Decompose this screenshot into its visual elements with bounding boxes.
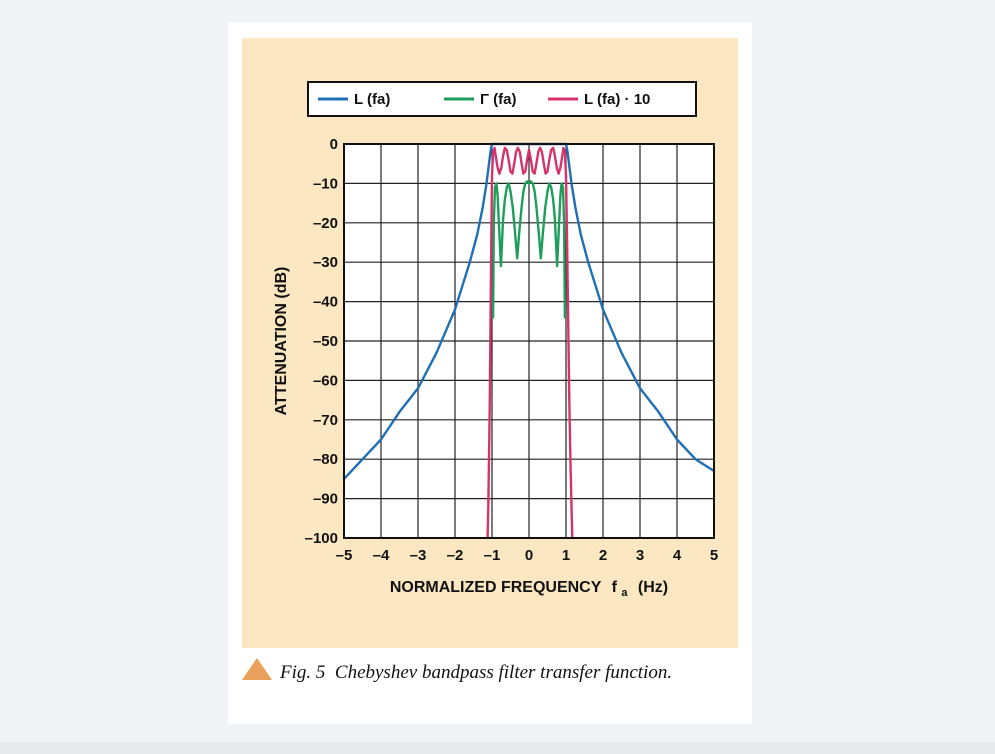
y-tick-labels: 0 –10 –20 –30 –40 –50 –60 –70 –80 –90 –100 <box>305 136 338 547</box>
legend-entry-label: Γ (fa) <box>480 91 517 108</box>
footer-bar <box>0 742 995 754</box>
x-tick-label: 1 <box>562 547 570 564</box>
y-tick-label: –50 <box>313 333 338 350</box>
caption-label: Fig. 5 <box>280 662 326 683</box>
y-tick-label: –30 <box>313 254 338 271</box>
legend-entry-label: L (fa) <box>354 91 390 108</box>
figure-card: L (fa) Γ (fa) L (fa) · 10 –5 –4 –3 –2 –1 0 1 2 3 4 5… <box>228 22 752 724</box>
x-tick-label: –1 <box>484 547 501 564</box>
x-tick-label: 5 <box>710 547 718 564</box>
x-tick-label: –2 <box>447 547 464 564</box>
y-tick-label: –60 <box>313 372 338 389</box>
x-tick-label: 4 <box>673 547 682 564</box>
chart-panel: L (fa) Γ (fa) L (fa) · 10 –5 –4 –3 –2 –1 0 1 2 3 4 5… <box>242 38 738 648</box>
y-tick-label: 0 <box>330 136 338 153</box>
plot-frame <box>343 143 715 539</box>
x-tick-labels: –5 –4 –3 –2 –1 0 1 2 3 4 5 <box>336 547 719 564</box>
y-tick-label: –80 <box>313 451 338 468</box>
triangle-icon <box>242 658 272 680</box>
x-tick-label: 3 <box>636 547 644 564</box>
y-tick-label: –100 <box>305 530 338 547</box>
legend: L (fa) Γ (fa) L (fa) · 10 <box>307 81 697 117</box>
legend-entry-label: L (fa) · 10 <box>584 91 650 108</box>
x-axis-label-subscript: a <box>621 587 628 599</box>
legend-box <box>307 81 697 117</box>
x-axis-label-text: NORMALIZED FREQUENCY <box>390 579 602 596</box>
x-axis-label-unit: (Hz) <box>638 579 668 596</box>
y-tick-label: –20 <box>313 215 338 232</box>
y-tick-label: –90 <box>313 491 338 508</box>
y-tick-label: –70 <box>313 412 338 429</box>
chart: L (fa) Γ (fa) L (fa) · 10 –5 –4 –3 –2 –1 0 1 2 3 4 5… <box>273 81 719 600</box>
x-tick-label: 0 <box>525 547 533 564</box>
series-line-3 <box>486 146 574 540</box>
x-axis-label: NORMALIZED FREQUENCY f a (Hz) <box>390 579 668 600</box>
caption-text: Chebyshev bandpass filter transfer funct… <box>334 662 673 683</box>
y-tick-label: –40 <box>313 294 338 311</box>
x-tick-label: 2 <box>599 547 607 564</box>
x-axis-label-symbol: f <box>612 579 618 596</box>
y-axis-label: ATTENUATION (dB) <box>273 267 290 416</box>
figure-caption: Fig. 5 Chebyshev bandpass filter transfe… <box>242 658 742 685</box>
x-tick-label: –4 <box>373 547 390 564</box>
series-line-2 <box>491 180 567 319</box>
y-tick-label: –10 <box>313 175 338 192</box>
x-tick-label: –5 <box>336 547 353 564</box>
x-tick-label: –3 <box>410 547 427 564</box>
chart-grid <box>343 143 715 539</box>
